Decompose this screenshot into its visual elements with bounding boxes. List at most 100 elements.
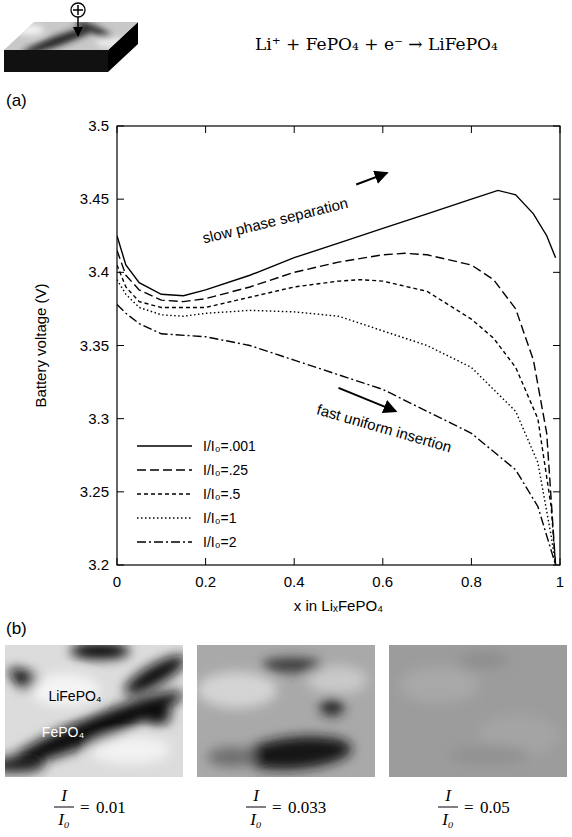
ion-plus [73,5,83,15]
texture-blob [96,37,124,47]
phase-region [207,747,257,767]
axes: 00.20.40.60.813.23.253.33.353.43.453.5x … [32,117,564,614]
simulation-image [5,645,183,777]
phase-region [307,666,367,694]
y-tick [117,418,124,419]
x-tick-label: 0.6 [372,573,393,590]
x-axis-title: x in LiₓFePO₄ [294,597,383,614]
legend-swatch [137,469,192,470]
legend-label: I/I₀=2 [203,534,237,550]
x-tick-label: 0.2 [195,573,216,590]
image-ground [389,645,567,777]
figure: Li⁺ + FePO₄ + e⁻ → LiFePO₄(a)00.20.40.60… [0,0,572,837]
fraction-numerator: I [60,786,68,805]
legend: I/I₀=.001 I/I₀=.25 I/I₀=.5 I/I₀=1 I/I₀=2 [137,438,256,550]
image-texture [399,652,559,765]
y-tick [117,199,124,200]
slab-top [0,17,140,58]
annotation-arrow [339,388,397,411]
x-tick [294,126,295,133]
phase-region [449,745,529,765]
phase-region [143,705,171,725]
simulation-image [389,645,567,777]
plot-frame [117,126,560,565]
phase-region [5,757,45,773]
annotation: fast uniform insertion [315,401,454,456]
annotations: slow phase separation fast uniform insert… [201,173,454,456]
y-tick [553,345,560,346]
texture-blob [16,25,44,35]
y-tick [117,345,124,346]
x-tick [205,558,206,565]
phase-region [262,658,322,672]
x-tick [205,126,206,133]
phase-region [241,732,353,773]
legend-label: I/I₀=1 [203,510,237,526]
image-texture [5,645,183,777]
phase-region [120,649,183,701]
legend-swatch [137,493,192,494]
panel-label: (b) [6,619,27,638]
legend-label: I/I₀=.001 [203,438,256,454]
image-texture [197,658,367,774]
fraction-sign: = [80,798,90,817]
phase-region [90,736,170,764]
legend-label: I/I₀=.25 [203,462,248,478]
fraction-denominator: I₀ [441,810,454,829]
slab-front [4,50,108,72]
phase-label: LiFePO₄ [48,688,101,704]
y-axis-title: Battery voltage (V) [32,283,49,407]
y-tick-label: 3.2 [88,556,109,573]
series-line [117,280,556,565]
phase-region [459,652,509,668]
fraction-numerator: I [252,786,260,805]
y-tick [553,272,560,273]
legend-swatch [137,541,192,542]
y-tick-label: 3.5 [88,117,109,134]
series-line [117,305,556,565]
phase-region [320,698,344,716]
x-tick-label: 1 [556,573,564,590]
y-tick-label: 3.45 [80,190,109,207]
current-ratio: 0.033 [288,798,326,817]
phase-region [399,667,479,703]
y-tick-label: 3.4 [88,263,109,280]
legend-swatch [137,445,192,446]
y-tick-label: 3.25 [80,483,109,500]
x-tick [382,126,383,133]
slab-texture [16,17,124,58]
fraction-denominator: I₀ [249,810,262,829]
phase-region [197,672,277,708]
legend-swatch [137,517,192,518]
electrode-schematic [0,3,140,72]
x-tick [382,558,383,565]
fraction-bar [246,807,266,808]
series-line [117,250,556,565]
y-tick [553,491,560,492]
series-group [117,190,556,565]
x-tick [294,558,295,565]
x-tick-label: 0.8 [461,573,482,590]
annotation: slow phase separation [201,194,350,247]
fraction-sign: = [464,798,474,817]
panel-label: (a) [6,91,27,110]
legend-label: I/I₀=.5 [203,486,241,502]
current-ratio: 0.05 [480,798,510,817]
x-tick [471,126,472,133]
fraction-denominator: I₀ [57,810,70,829]
fraction-sign: = [272,798,282,817]
x-tick [471,558,472,565]
equation: Li⁺ + FePO₄ + e⁻ → LiFePO₄ [255,34,498,54]
simulation-image [197,645,375,777]
fraction-bar [54,807,74,808]
series-line [117,265,556,565]
series-line [117,190,556,295]
phase-region [70,645,130,659]
ion-symbol [71,3,85,17]
image-ground [197,645,375,777]
ion-arrow [77,17,79,36]
phase-label: FePO₄ [42,724,85,740]
y-tick [117,491,124,492]
annotation-arrow [356,173,387,185]
x-tick-label: 0.4 [284,573,305,590]
